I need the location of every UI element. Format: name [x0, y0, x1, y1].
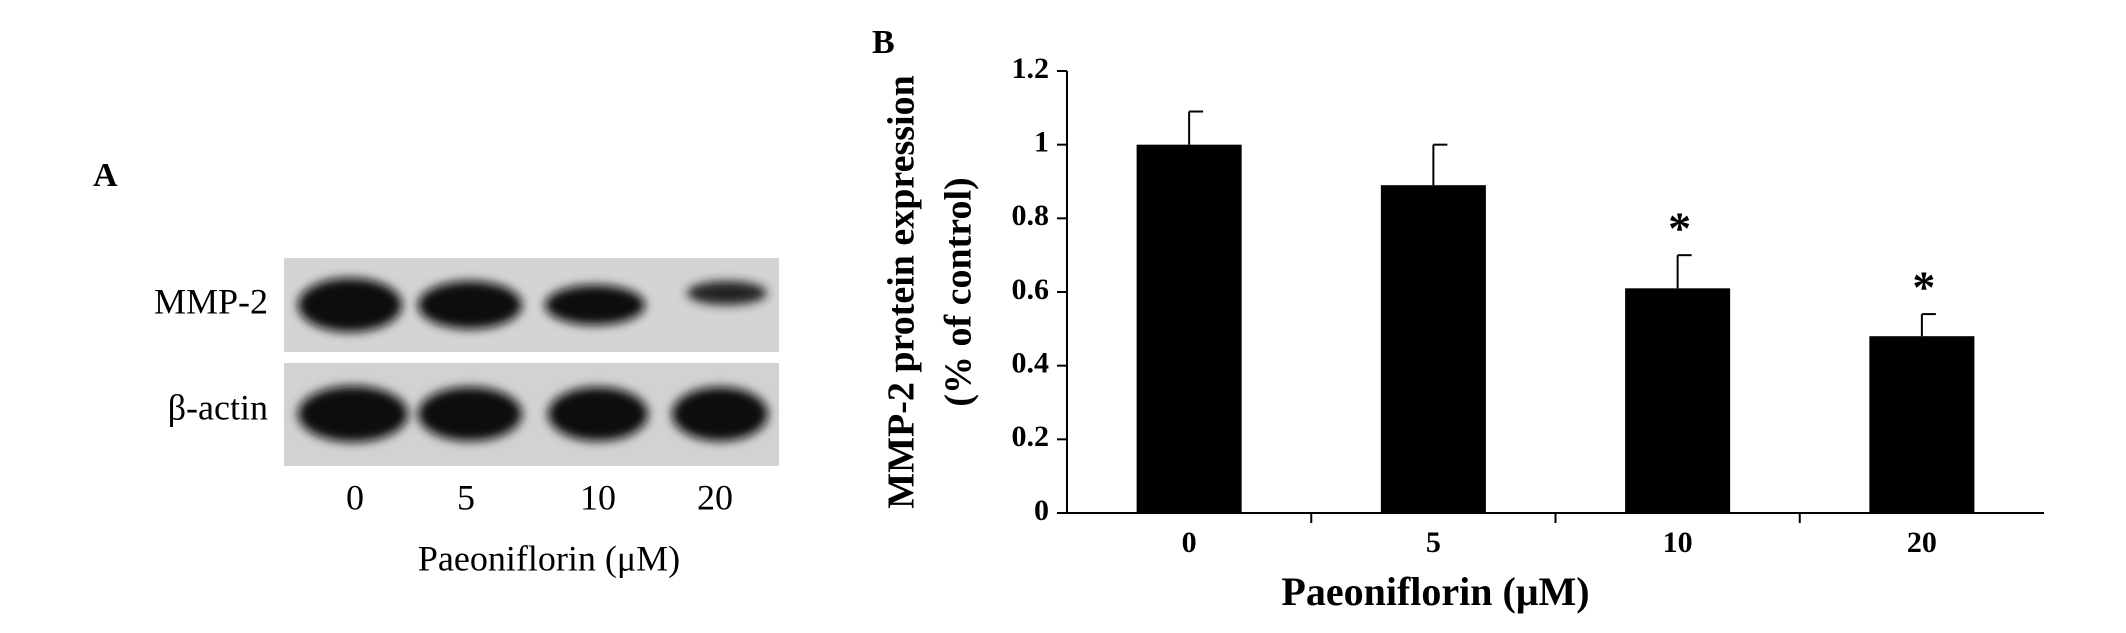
x-axis-label: Paeoniflorin (μM) — [418, 538, 680, 578]
x-tick-label: 10 — [1663, 526, 1693, 559]
y-tick-label: 0.2 — [1012, 420, 1050, 453]
x-tick-label: 5 — [1426, 526, 1441, 559]
panel-label: A — [93, 157, 118, 194]
y-tick-label: 0.6 — [1012, 273, 1050, 306]
bar — [1136, 144, 1242, 513]
panel-b: B 0 0.2 0.4 0.6 0.8 1 1.2 0 5 10 * 20 * Paeoniflorin … — [872, 24, 2044, 614]
lane-label: 5 — [457, 477, 475, 517]
blot-bands — [298, 278, 768, 442]
bar — [1625, 288, 1731, 513]
x-axis-label: Paeoniflorin (μM) — [1281, 569, 1589, 614]
y-tick-label: 1.2 — [1012, 52, 1050, 85]
x-tick-label: 0 — [1182, 526, 1197, 559]
significance-mark: * — [1912, 262, 1935, 313]
row-label: MMP-2 — [154, 281, 268, 321]
x-tick-label: 20 — [1907, 526, 1937, 559]
bar — [1380, 185, 1486, 513]
significance-mark: * — [1668, 203, 1691, 254]
lane-label: 20 — [697, 477, 733, 517]
y-tick-label: 1 — [1034, 126, 1049, 159]
panel-label: B — [872, 24, 895, 61]
y-axis-label: MMP-2 protein expression — [881, 75, 923, 508]
lane-label: 0 — [346, 477, 364, 517]
bar — [1869, 336, 1975, 513]
panel-a: A MMP-2 β-actin 0 5 10 20 Paeoniflorin (… — [93, 157, 779, 578]
y-tick-label: 0 — [1034, 494, 1049, 527]
y-tick-label: 0.8 — [1012, 199, 1050, 232]
y-axis-label: (% of control) — [938, 177, 980, 406]
y-tick-label: 0.4 — [1012, 347, 1050, 380]
lane-label: 10 — [580, 477, 616, 517]
row-label: β-actin — [168, 387, 268, 427]
